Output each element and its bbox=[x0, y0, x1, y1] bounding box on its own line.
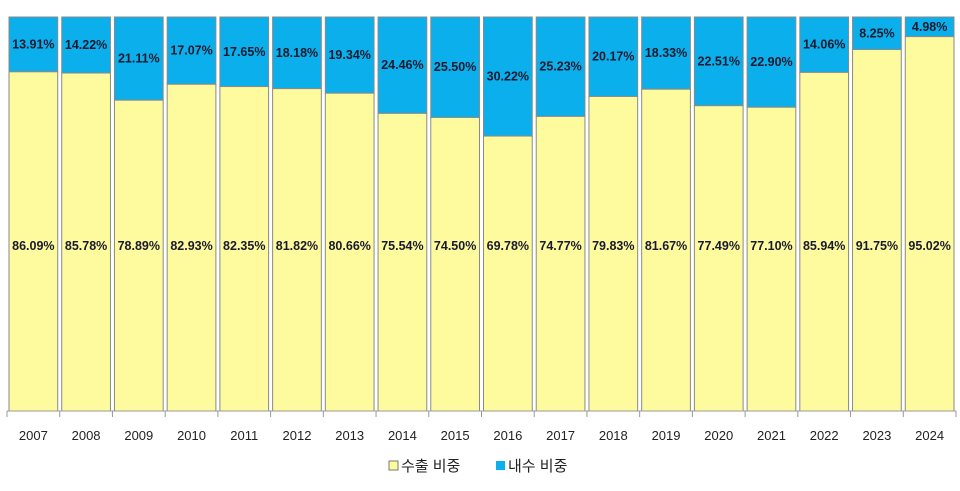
legend: 수출 비중 내수 비중 bbox=[388, 458, 567, 475]
data-label-domestic-2011: 17.65% bbox=[223, 45, 265, 59]
bar-domestic-2022 bbox=[799, 16, 850, 73]
data-label-export-2023: 91.75% bbox=[856, 239, 898, 253]
x-tick-label-2011: 2011 bbox=[230, 428, 258, 443]
data-label-domestic-2020: 22.51% bbox=[698, 54, 740, 68]
x-tick-label-2019: 2019 bbox=[652, 428, 681, 443]
bar-domestic-2010 bbox=[166, 16, 217, 85]
bar-export-2013 bbox=[324, 92, 375, 412]
data-label-export-2012: 81.82% bbox=[276, 239, 318, 253]
x-tick-label-2018: 2018 bbox=[599, 428, 628, 443]
x-tick-label-2013: 2013 bbox=[335, 428, 364, 443]
bar-domestic-2012 bbox=[272, 16, 322, 90]
x-tick-label-2016: 2016 bbox=[493, 428, 522, 443]
x-tick-label-2020: 2020 bbox=[704, 428, 733, 443]
bar-export-2008 bbox=[61, 72, 111, 412]
data-label-export-2014: 75.54% bbox=[381, 239, 423, 253]
legend-swatch-domestic bbox=[496, 461, 505, 470]
x-tick-labels: 2007 2008 2009 2010 2011 2012 2013 2014 2015 2016… bbox=[6, 411, 957, 443]
data-label-domestic-2018: 20.17% bbox=[592, 50, 634, 64]
x-tick-label-2012: 2012 bbox=[283, 428, 312, 443]
bar-domestic-2015 bbox=[430, 16, 480, 118]
data-label-domestic-2022: 14.06% bbox=[803, 38, 845, 52]
bar-export-2019 bbox=[641, 88, 691, 412]
data-label-domestic-2024: 4.98% bbox=[912, 20, 947, 34]
bar-domestic-2020 bbox=[693, 16, 744, 107]
data-label-domestic-2019: 18.33% bbox=[645, 46, 687, 60]
data-label-export-2008: 85.78% bbox=[65, 239, 107, 253]
x-tick-label-2024: 2024 bbox=[915, 428, 944, 443]
legend-swatch-export bbox=[388, 460, 399, 471]
bar-export-2009 bbox=[113, 99, 164, 412]
x-tick-label-2023: 2023 bbox=[862, 428, 891, 443]
bar-domestic-2018 bbox=[588, 16, 639, 97]
bar-export-2015 bbox=[430, 116, 480, 412]
x-tick-label-2017: 2017 bbox=[546, 428, 575, 443]
data-label-domestic-2023: 8.25% bbox=[859, 26, 894, 40]
data-label-domestic-2016: 30.22% bbox=[487, 70, 529, 84]
bar-export-2014 bbox=[377, 112, 428, 412]
x-tick-label-2015: 2015 bbox=[441, 428, 470, 443]
data-label-export-2019: 81.67% bbox=[645, 239, 687, 253]
data-label-domestic-2021: 22.90% bbox=[750, 55, 792, 69]
data-label-domestic-2015: 25.50% bbox=[434, 60, 476, 74]
legend-label-domestic: 내수 비중 bbox=[508, 458, 567, 475]
x-tick-label-2021: 2021 bbox=[757, 428, 786, 443]
bar-domestic-2008 bbox=[61, 16, 111, 74]
bar-export-2020 bbox=[693, 105, 744, 412]
x-tick-label-2022: 2022 bbox=[810, 428, 839, 443]
data-label-export-2016: 69.78% bbox=[487, 239, 529, 253]
legend-label-export: 수출 비중 bbox=[401, 458, 460, 475]
data-label-domestic-2013: 19.34% bbox=[328, 48, 370, 62]
bar-domestic-2014 bbox=[377, 16, 428, 114]
bar-domestic-2019 bbox=[641, 16, 691, 90]
data-label-export-2010: 82.93% bbox=[170, 239, 212, 253]
bar-export-2018 bbox=[588, 95, 639, 412]
data-label-export-2015: 74.50% bbox=[434, 239, 476, 253]
bar-export-2022 bbox=[799, 71, 850, 412]
bar-export-2021 bbox=[746, 106, 797, 412]
x-tick-label-2008: 2008 bbox=[72, 428, 101, 443]
x-tick-label-2014: 2014 bbox=[388, 428, 417, 443]
bar-export-2017 bbox=[535, 115, 586, 412]
data-label-export-2022: 85.94% bbox=[803, 239, 845, 253]
x-tick-label-2010: 2010 bbox=[177, 428, 206, 443]
bar-export-2024 bbox=[904, 36, 955, 412]
x-tick-label-2007: 2007 bbox=[19, 428, 48, 443]
data-label-export-2020: 77.49% bbox=[698, 239, 740, 253]
data-label-domestic-2007: 13.91% bbox=[12, 37, 54, 51]
data-label-export-2009: 78.89% bbox=[118, 239, 160, 253]
data-label-export-2018: 79.83% bbox=[592, 239, 634, 253]
bar-export-2016 bbox=[483, 135, 533, 412]
data-label-export-2013: 80.66% bbox=[328, 239, 370, 253]
data-label-domestic-2017: 25.23% bbox=[539, 60, 581, 74]
bar-domestic-2007 bbox=[8, 16, 59, 73]
data-label-domestic-2009: 21.11% bbox=[118, 52, 160, 66]
data-label-export-2021: 77.10% bbox=[750, 239, 792, 253]
data-label-export-2017: 74.77% bbox=[539, 239, 581, 253]
bar-domestic-2011 bbox=[219, 16, 270, 88]
data-label-domestic-2010: 17.07% bbox=[170, 44, 212, 58]
bars-group: 13.91% 86.09% 14.22% 85.78% 21.11% 78.89% 17.0… bbox=[8, 16, 955, 412]
data-label-domestic-2014: 24.46% bbox=[381, 58, 423, 72]
bar-domestic-2021 bbox=[746, 16, 797, 108]
bar-domestic-2016 bbox=[483, 16, 533, 137]
bar-domestic-2013 bbox=[324, 16, 375, 94]
data-label-domestic-2008: 14.22% bbox=[65, 38, 107, 52]
bar-export-2007 bbox=[8, 71, 59, 412]
bar-export-2012 bbox=[272, 88, 322, 412]
bar-domestic-2017 bbox=[535, 16, 586, 117]
data-label-export-2007: 86.09% bbox=[12, 239, 54, 253]
bar-export-2023 bbox=[852, 49, 902, 412]
data-label-export-2024: 95.02% bbox=[908, 239, 950, 253]
data-label-export-2011: 82.35% bbox=[223, 239, 265, 253]
data-label-domestic-2012: 18.18% bbox=[276, 46, 318, 60]
x-tick-label-2009: 2009 bbox=[124, 428, 153, 443]
